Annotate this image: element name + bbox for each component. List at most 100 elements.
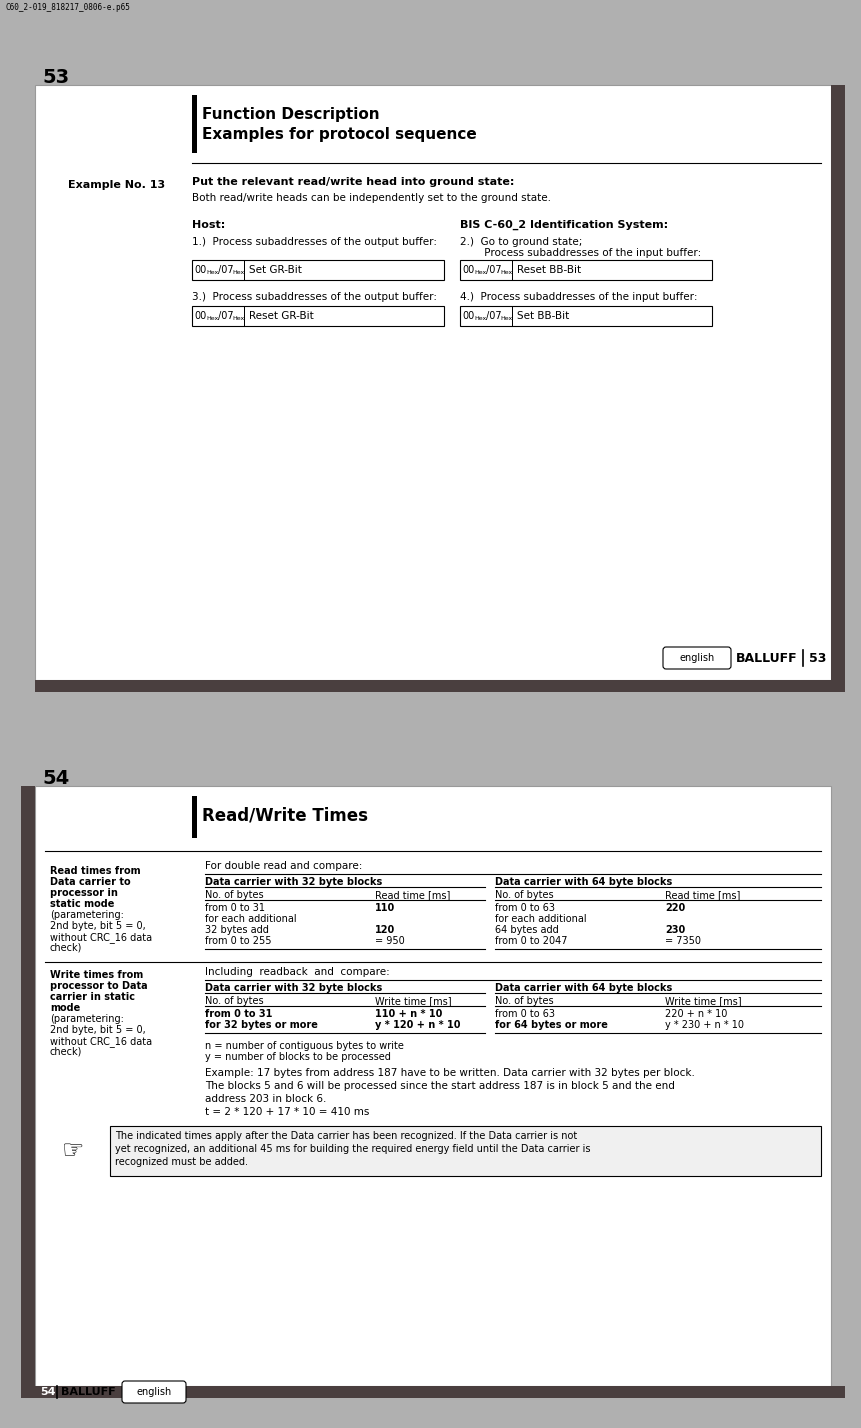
Text: Reset BB-Bit: Reset BB-Bit <box>517 266 581 276</box>
Text: 00: 00 <box>462 311 474 321</box>
Bar <box>110 1127 821 1177</box>
Text: 54: 54 <box>42 770 69 788</box>
Text: Data carrier with 32 byte blocks: Data carrier with 32 byte blocks <box>205 982 382 992</box>
Text: (parametering:: (parametering: <box>50 910 124 920</box>
Text: carrier in static: carrier in static <box>50 992 135 1002</box>
Text: from 0 to 63: from 0 to 63 <box>495 902 555 912</box>
Text: t = 2 * 120 + 17 * 10 = 410 ms: t = 2 * 120 + 17 * 10 = 410 ms <box>205 1107 369 1117</box>
Text: BALLUFF: BALLUFF <box>61 1387 115 1397</box>
Text: 53: 53 <box>809 651 827 664</box>
Bar <box>35 680 845 693</box>
Text: BALLUFF: BALLUFF <box>736 651 797 664</box>
Text: Host:: Host: <box>192 220 226 230</box>
Text: Hex: Hex <box>206 317 218 321</box>
Text: 54: 54 <box>40 1387 55 1397</box>
Text: 2nd byte, bit 5 = 0,: 2nd byte, bit 5 = 0, <box>50 1025 146 1035</box>
Text: Hex: Hex <box>206 270 218 276</box>
Bar <box>21 1387 845 1398</box>
Text: from 0 to 255: from 0 to 255 <box>205 935 271 945</box>
Text: Example: 17 bytes from address 187 have to be written. Data carrier with 32 byte: Example: 17 bytes from address 187 have … <box>205 1068 695 1078</box>
Text: 220: 220 <box>665 902 685 912</box>
Bar <box>192 306 444 326</box>
Text: for each additional: for each additional <box>495 914 586 924</box>
Text: Data carrier to: Data carrier to <box>50 877 131 887</box>
Text: 00: 00 <box>194 266 207 276</box>
Text: processor in: processor in <box>50 888 118 898</box>
Bar <box>831 86 845 680</box>
Text: english: english <box>136 1387 171 1397</box>
Bar <box>512 306 513 326</box>
Text: Read times from: Read times from <box>50 865 140 875</box>
Text: y * 230 + n * 10: y * 230 + n * 10 <box>665 1020 744 1030</box>
Text: Hex: Hex <box>232 317 245 321</box>
Text: Write times from: Write times from <box>50 970 143 980</box>
Bar <box>244 306 245 326</box>
Text: = 7350: = 7350 <box>665 935 701 945</box>
Text: No. of bytes: No. of bytes <box>205 995 263 1005</box>
Text: Read/Write Times: Read/Write Times <box>202 805 368 824</box>
Bar <box>21 785 35 1398</box>
Text: (parametering:: (parametering: <box>50 1014 124 1024</box>
Text: The blocks 5 and 6 will be processed since the start address 187 is in block 5 a: The blocks 5 and 6 will be processed sin… <box>205 1081 675 1091</box>
Text: Data carrier with 32 byte blocks: Data carrier with 32 byte blocks <box>205 877 382 887</box>
Text: 64 bytes add: 64 bytes add <box>495 925 559 935</box>
Text: = 950: = 950 <box>375 935 405 945</box>
Text: /07: /07 <box>486 266 502 276</box>
Text: 2.)  Go to ground state;: 2.) Go to ground state; <box>460 237 582 247</box>
Text: Process subaddresses of the input buffer:: Process subaddresses of the input buffer… <box>468 248 701 258</box>
Text: No. of bytes: No. of bytes <box>495 890 554 900</box>
Text: Hex: Hex <box>474 270 486 276</box>
Text: 230: 230 <box>665 925 685 935</box>
Text: Examples for protocol sequence: Examples for protocol sequence <box>202 127 477 141</box>
Text: Read time [ms]: Read time [ms] <box>375 890 450 900</box>
Text: Function Description: Function Description <box>202 107 380 121</box>
Text: The indicated times apply after the Data carrier has been recognized. If the Dat: The indicated times apply after the Data… <box>115 1131 577 1141</box>
Bar <box>460 260 712 280</box>
Text: for each additional: for each additional <box>205 914 297 924</box>
Text: address 203 in block 6.: address 203 in block 6. <box>205 1094 326 1104</box>
Text: 220 + n * 10: 220 + n * 10 <box>665 1010 728 1020</box>
FancyBboxPatch shape <box>122 1381 186 1402</box>
Text: For double read and compare:: For double read and compare: <box>205 861 362 871</box>
Text: Example No. 13: Example No. 13 <box>68 180 165 190</box>
Text: english: english <box>679 653 715 663</box>
Text: Hex: Hex <box>232 270 245 276</box>
Text: y = number of blocks to be processed: y = number of blocks to be processed <box>205 1052 391 1062</box>
Text: ☞: ☞ <box>62 1140 84 1162</box>
FancyBboxPatch shape <box>663 647 731 668</box>
Text: Write time [ms]: Write time [ms] <box>665 995 741 1005</box>
Text: 3.)  Process subaddresses of the output buffer:: 3.) Process subaddresses of the output b… <box>192 291 437 301</box>
Text: 4.)  Process subaddresses of the input buffer:: 4.) Process subaddresses of the input bu… <box>460 291 697 301</box>
Text: Including  readback  and  compare:: Including readback and compare: <box>205 967 390 977</box>
Text: n = number of contiguous bytes to write: n = number of contiguous bytes to write <box>205 1041 404 1051</box>
Text: without CRC_16 data: without CRC_16 data <box>50 1035 152 1047</box>
Bar <box>192 96 197 153</box>
Text: check): check) <box>50 1047 83 1057</box>
Text: 110 + n * 10: 110 + n * 10 <box>375 1010 443 1020</box>
Text: No. of bytes: No. of bytes <box>205 890 263 900</box>
Text: for 64 bytes or more: for 64 bytes or more <box>495 1020 608 1030</box>
Text: Put the relevant read/write head into ground state:: Put the relevant read/write head into gr… <box>192 177 514 187</box>
Text: 53: 53 <box>42 69 69 87</box>
Text: /07: /07 <box>486 311 502 321</box>
Text: Hex: Hex <box>500 270 512 276</box>
Bar <box>35 785 831 1387</box>
Text: from 0 to 31: from 0 to 31 <box>205 1010 272 1020</box>
Text: C60_2-019_818217_0806-e.p65: C60_2-019_818217_0806-e.p65 <box>5 3 130 11</box>
Text: Set BB-Bit: Set BB-Bit <box>517 311 569 321</box>
Text: Write time [ms]: Write time [ms] <box>375 995 452 1005</box>
Text: /07: /07 <box>218 266 233 276</box>
Bar <box>35 86 831 680</box>
Bar <box>192 795 197 838</box>
Text: from 0 to 2047: from 0 to 2047 <box>495 935 567 945</box>
Text: Read time [ms]: Read time [ms] <box>665 890 740 900</box>
Bar <box>512 260 513 280</box>
Text: check): check) <box>50 942 83 952</box>
Text: yet recognized, an additional 45 ms for building the required energy field until: yet recognized, an additional 45 ms for … <box>115 1144 591 1154</box>
Text: 110: 110 <box>375 902 395 912</box>
Bar <box>460 306 712 326</box>
Text: without CRC_16 data: without CRC_16 data <box>50 932 152 942</box>
Bar <box>244 260 245 280</box>
Text: Hex: Hex <box>474 317 486 321</box>
Text: from 0 to 31: from 0 to 31 <box>205 902 265 912</box>
